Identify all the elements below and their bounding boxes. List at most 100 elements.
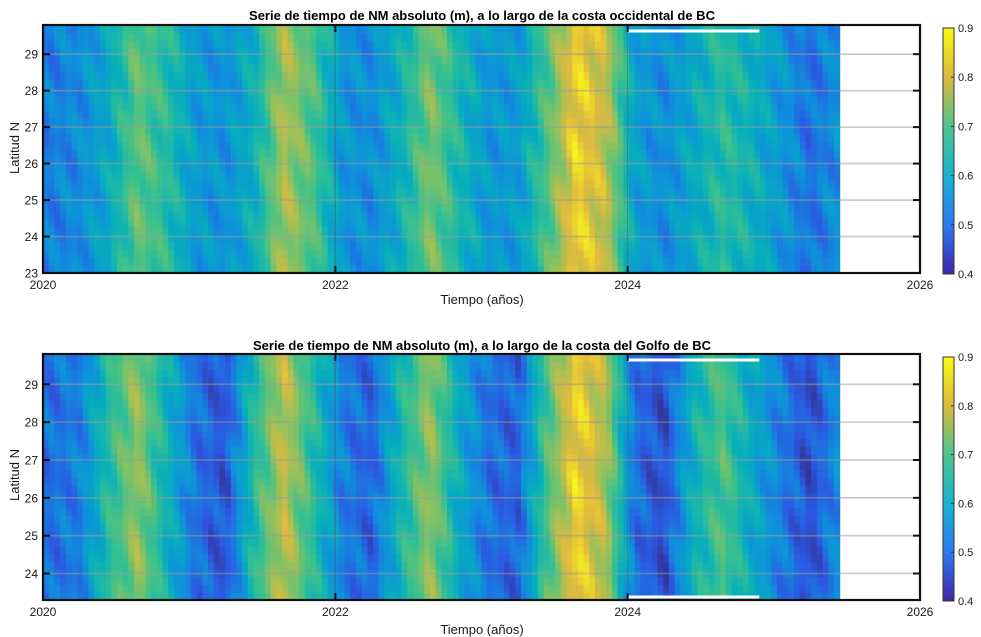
heatmap-cell xyxy=(88,484,95,493)
heatmap-cell xyxy=(367,71,374,80)
heatmap-cell xyxy=(208,141,215,150)
heatmap-cell xyxy=(179,102,186,111)
heatmap-cell xyxy=(828,40,835,49)
heatmap-cell xyxy=(617,125,624,135)
heatmap-cell xyxy=(43,354,50,363)
heatmap-cell xyxy=(94,384,101,394)
heatmap-cell xyxy=(247,133,255,142)
heatmap-cell xyxy=(572,249,579,259)
heatmap-cell xyxy=(805,203,812,212)
heatmap-cell xyxy=(316,242,323,251)
heatmap-cell xyxy=(492,125,499,135)
heatmap-cell xyxy=(259,48,266,57)
heatmap-cell xyxy=(179,164,186,173)
heatmap-cell xyxy=(321,265,329,274)
heatmap-cell xyxy=(43,500,50,509)
heatmap-cell xyxy=(264,265,272,274)
heatmap-cell xyxy=(566,242,573,251)
heatmap-cell xyxy=(566,211,573,220)
heatmap-cell xyxy=(390,149,397,158)
heatmap-cell xyxy=(697,203,704,212)
heatmap-cell xyxy=(759,203,767,212)
heatmap-cell xyxy=(685,242,693,251)
heatmap-cell xyxy=(128,226,135,235)
heatmap-cell xyxy=(179,63,186,73)
heatmap-cell xyxy=(754,25,761,34)
heatmap-cell xyxy=(259,242,266,251)
heatmap-cell xyxy=(424,118,431,127)
heatmap-cell xyxy=(48,94,55,104)
heatmap-cell xyxy=(60,592,67,601)
heatmap-cell xyxy=(151,141,158,150)
heatmap-cell xyxy=(799,156,807,166)
heatmap-cell xyxy=(640,63,647,73)
heatmap-cell xyxy=(674,63,681,73)
heatmap-cell xyxy=(811,211,818,220)
heatmap-cell xyxy=(304,25,312,34)
heatmap-cell xyxy=(572,257,579,266)
heatmap-cell xyxy=(663,226,670,235)
heatmap-cell xyxy=(503,180,511,189)
heatmap-cell xyxy=(202,249,209,259)
heatmap-cell xyxy=(355,211,363,220)
heatmap-cell xyxy=(446,242,454,251)
heatmap-cell xyxy=(94,392,101,401)
heatmap-cell xyxy=(759,164,767,173)
heatmap-cell xyxy=(128,79,135,88)
heatmap-cell xyxy=(441,102,448,111)
heatmap-cell xyxy=(532,141,539,150)
heatmap-cell xyxy=(287,164,294,173)
heatmap-cell xyxy=(88,25,95,34)
heatmap-cell xyxy=(162,110,169,119)
heatmap-cell xyxy=(350,32,357,42)
heatmap-cell xyxy=(794,71,801,80)
heatmap-cell xyxy=(600,211,607,220)
heatmap-cell xyxy=(355,25,363,34)
heatmap-cell xyxy=(777,218,784,228)
heatmap-cell xyxy=(196,94,203,104)
heatmap-cell xyxy=(617,94,624,104)
heatmap-cell xyxy=(111,461,118,470)
heatmap-cell xyxy=(697,125,704,135)
heatmap-cell xyxy=(60,507,67,517)
heatmap-cell xyxy=(43,242,50,251)
heatmap-cell xyxy=(350,118,357,127)
heatmap-cell xyxy=(498,25,505,34)
heatmap-cell xyxy=(236,156,243,166)
heatmap-cell xyxy=(321,187,329,197)
heatmap-cell xyxy=(65,500,73,509)
heatmap-cell xyxy=(116,141,124,150)
heatmap-cell xyxy=(304,211,312,220)
heatmap-cell xyxy=(765,102,772,111)
heatmap-cell xyxy=(629,102,636,111)
heatmap-cell xyxy=(674,172,681,181)
heatmap-cell xyxy=(555,187,562,197)
heatmap-cell xyxy=(805,234,812,243)
heatmap-cell xyxy=(520,56,528,65)
heatmap-cell xyxy=(754,94,761,104)
heatmap-cell xyxy=(361,25,368,34)
heatmap-cell xyxy=(629,118,636,127)
heatmap-cell xyxy=(242,141,249,150)
heatmap-cell xyxy=(190,211,198,220)
heatmap-cell xyxy=(600,110,607,119)
heatmap-cell xyxy=(276,25,283,34)
heatmap-cell xyxy=(742,172,750,181)
heatmap-cell xyxy=(731,110,738,119)
heatmap-cell xyxy=(361,149,368,158)
heatmap-cell xyxy=(82,56,90,65)
heatmap-cell xyxy=(805,71,812,80)
heatmap-cell xyxy=(202,56,209,65)
heatmap-cell xyxy=(247,218,255,228)
heatmap-cell xyxy=(293,79,300,88)
heatmap-cell xyxy=(429,118,437,127)
heatmap-cell xyxy=(720,218,727,228)
heatmap-cell xyxy=(520,203,528,212)
heatmap-cell xyxy=(401,79,408,88)
heatmap-cell xyxy=(179,234,186,243)
heatmap-cell xyxy=(782,203,789,212)
heatmap-cell xyxy=(572,187,579,197)
heatmap-cell xyxy=(629,242,636,251)
heatmap-cell xyxy=(833,71,841,80)
heatmap-cell xyxy=(680,94,687,104)
